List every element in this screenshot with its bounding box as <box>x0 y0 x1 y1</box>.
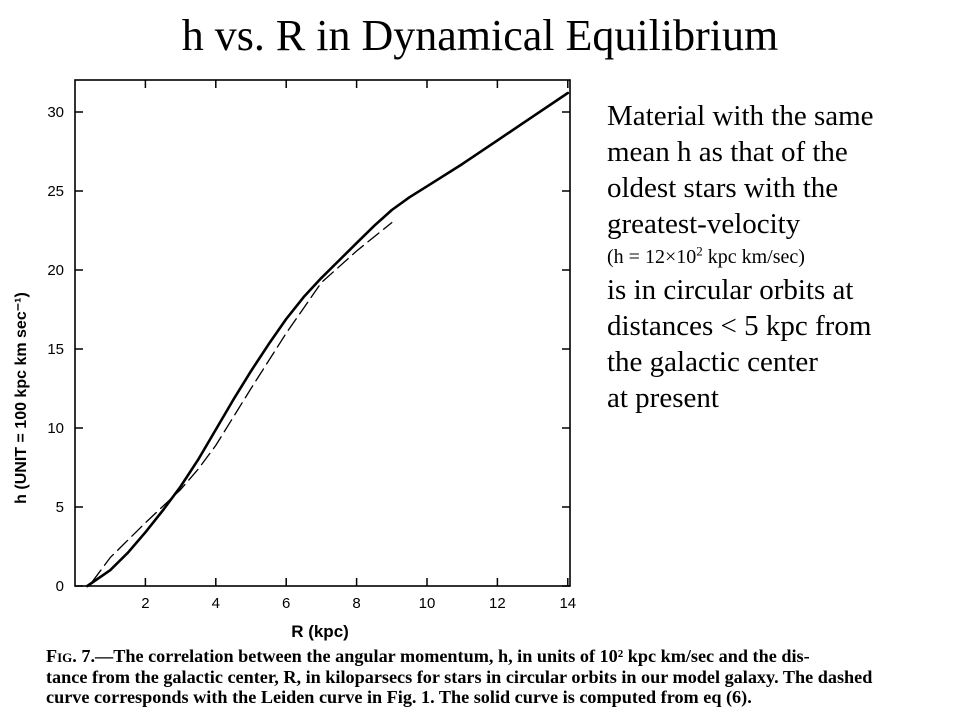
caption-line: Fig. 7.—The correlation between the angu… <box>46 646 956 667</box>
formula-exponent: 2 <box>696 243 703 259</box>
annotation-line: at present <box>607 382 719 414</box>
dashed-curve-line <box>91 221 393 582</box>
y-axis-label: h (UNIT = 100 kpc km sec⁻¹) <box>13 292 30 504</box>
y-tick-label: 25 <box>47 183 64 200</box>
plot-frame <box>74 79 571 587</box>
annotation-line: distances < 5 kpc from <box>607 310 872 342</box>
x-tick-label: 8 <box>352 595 360 612</box>
caption-line: tance from the galactic center, R, in ki… <box>46 666 873 687</box>
figure-caption: Fig. 7.—The correlation between the angu… <box>46 646 956 708</box>
x-tick-label: 10 <box>419 595 436 612</box>
y-tick-label: 15 <box>47 341 64 358</box>
x-tick-label: 2 <box>141 595 149 612</box>
y-tick-label: 0 <box>56 578 64 595</box>
annotation-line: oldest stars with the <box>607 172 839 204</box>
annotation-line: Material with the same <box>607 100 874 132</box>
annotation-line: the galactic center <box>607 346 818 378</box>
formula-prefix: (h = 12 <box>607 246 665 268</box>
caption-text: —The correlation between the angular mom… <box>95 646 810 666</box>
annotation-formula: (h = 12×102 kpc km/sec) <box>607 242 952 272</box>
y-tick-label: 20 <box>47 262 64 279</box>
x-tick-label: 14 <box>559 595 576 612</box>
y-tick-label: 5 <box>56 499 64 516</box>
formula-times: × <box>664 246 677 268</box>
formula-suffix: kpc km/sec) <box>702 246 805 268</box>
formula-base: 10 <box>676 246 697 268</box>
y-tick-label: 30 <box>47 104 64 121</box>
x-tick-label: 12 <box>489 595 506 612</box>
slide-title: h vs. R in Dynamical Equilibrium <box>181 11 779 60</box>
caption-line: curve corresponds with the Leiden curve … <box>46 687 752 707</box>
x-tick-label: 6 <box>282 595 290 612</box>
x-axis-label: R (kpc) <box>291 622 349 641</box>
annotation-line: mean h as that of the <box>607 136 848 168</box>
chart-ticks: 2 4 6 8 10 12 14 0 5 10 15 20 25 30 <box>47 80 576 612</box>
solid-curve-line <box>86 91 570 588</box>
annotation-text: Material with the same mean h as that of… <box>607 98 952 416</box>
annotation-line: is in circular orbits at <box>607 274 854 306</box>
caption-fig-label: Fig. 7. <box>46 646 96 666</box>
chart-series <box>86 91 570 588</box>
chart-axes <box>74 79 571 587</box>
x-tick-label: 4 <box>212 595 220 612</box>
annotation-line: greatest-velocity <box>607 208 801 240</box>
y-tick-label: 10 <box>47 420 64 437</box>
